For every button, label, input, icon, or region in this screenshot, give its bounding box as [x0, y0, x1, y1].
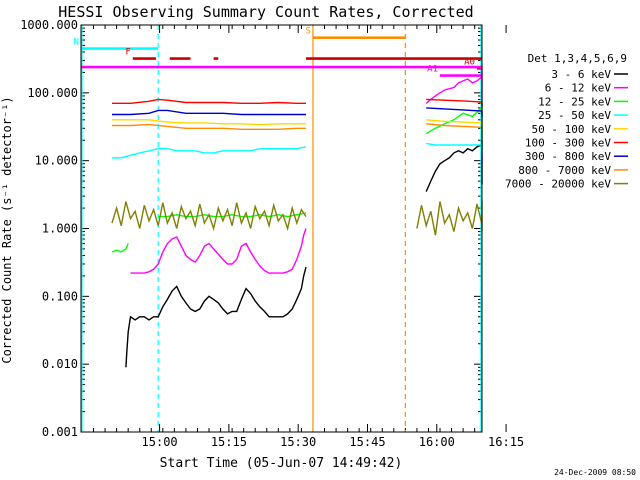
series-line-2-1 [158, 212, 307, 218]
series-line-7-1 [426, 123, 483, 132]
legend-label: 300 - 800 keV [525, 150, 611, 163]
series-line-8-1 [416, 200, 483, 236]
legend-label: 7000 - 20000 keV [505, 178, 611, 191]
series-line-1-0 [130, 228, 307, 274]
series-line-8-0 [111, 201, 307, 232]
x-tick-label: 16:00 [419, 435, 455, 449]
series-line-7-0 [112, 123, 306, 131]
chart-title: HESSI Observing Summary Count Rates, Cor… [58, 3, 473, 21]
legend-label: 12 - 25 keV [538, 95, 611, 108]
legend-label: 800 - 7000 keV [518, 164, 611, 177]
x-tick-label: 15:15 [211, 435, 247, 449]
y-tick-label: 0.100 [42, 289, 78, 303]
series-line-5-1 [426, 98, 483, 107]
y-tick-label: 0.010 [42, 357, 78, 371]
legend-label: 3 - 6 keV [551, 68, 611, 81]
series-line-2-0 [111, 243, 129, 253]
x-tick-label: 15:00 [142, 435, 178, 449]
legend-label: 25 - 50 keV [538, 109, 611, 122]
series-line-5-0 [112, 98, 306, 105]
x-axis-ticks: 15:00 15:15 15:30 15:45 16:00 16:15 [81, 25, 524, 449]
legend-label: 100 - 300 keV [525, 137, 611, 150]
y-tick-label: 100.000 [27, 86, 78, 100]
flag-label: S [306, 27, 311, 37]
plot-area: N S F A0 A1 [74, 25, 483, 432]
series-line-4-0 [112, 119, 306, 126]
series-line-6-0 [112, 109, 306, 116]
footer-timestamp: 24-Dec-2009 08:50 [554, 468, 636, 477]
x-tick-label: 15:30 [280, 435, 316, 449]
x-axis-label: Start Time (05-Jun-07 14:49:42) [160, 456, 403, 471]
flag-label: F [125, 48, 130, 58]
series-line-0-1 [425, 140, 483, 192]
flag-label: A0 [464, 57, 475, 67]
x-tick-label: 16:15 [488, 435, 524, 449]
flag-label: A1 [427, 65, 438, 75]
y-tick-label: 0.001 [42, 425, 78, 439]
legend-label: 50 - 100 keV [532, 123, 612, 136]
legend-title: Det 1,3,4,5,6,9 [528, 52, 627, 65]
x-tick-label: 15:45 [349, 435, 385, 449]
legend-label: 6 - 12 keV [545, 82, 612, 95]
flag-label: N [74, 38, 79, 48]
plot-frame [80, 24, 483, 433]
series-line-3-0 [112, 146, 307, 159]
y-tick-label: 1000.000 [20, 18, 78, 32]
y-tick-label: 1.000 [42, 222, 78, 236]
y-tick-label: 10.000 [35, 154, 78, 168]
series-line-0-0 [125, 266, 307, 368]
y-axis-label: Corrected Count Rate (s⁻¹ detector⁻¹) [0, 96, 14, 363]
